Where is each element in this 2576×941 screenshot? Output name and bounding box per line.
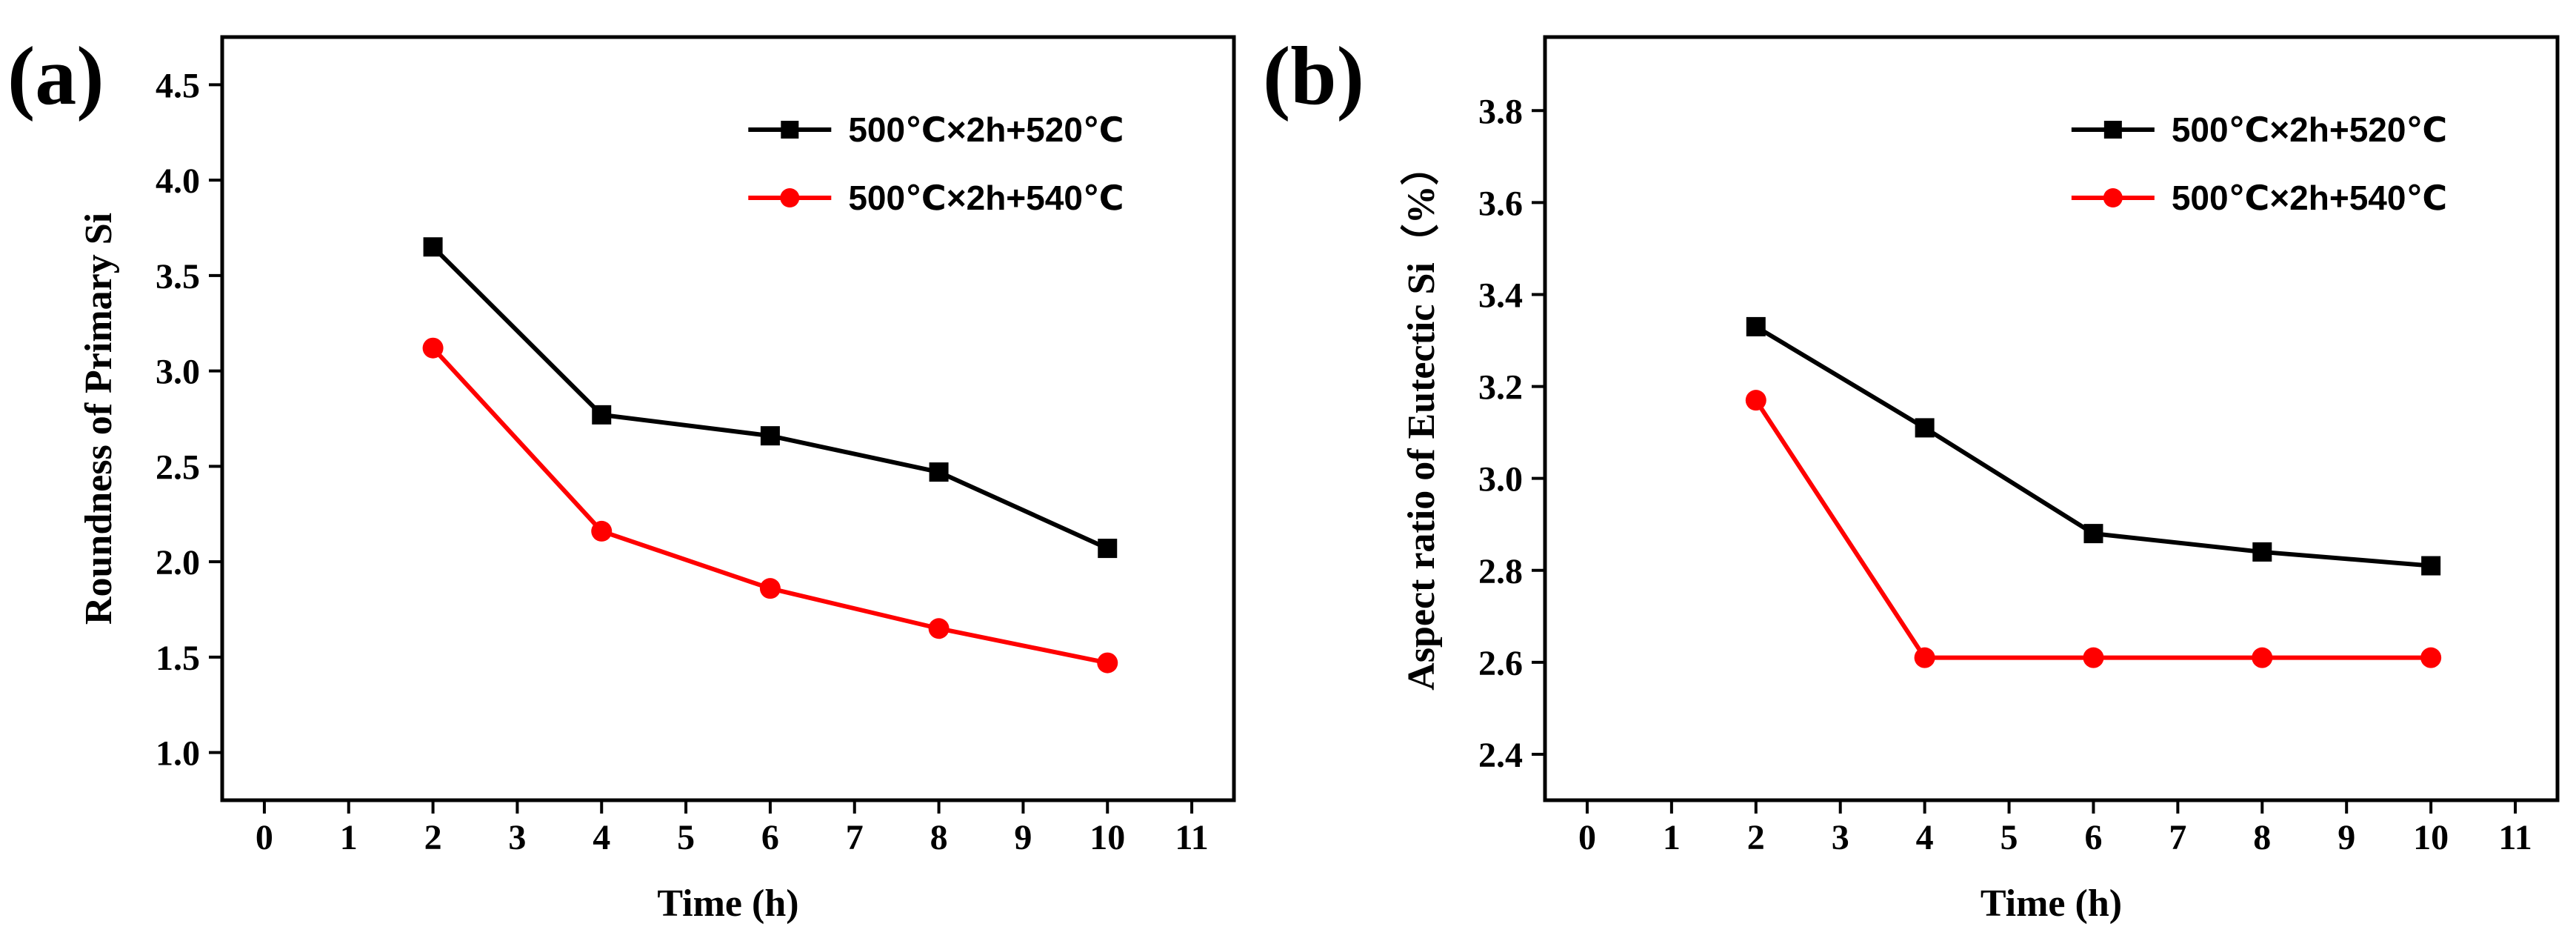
y-tick-label: 4.5 [156, 66, 200, 105]
y-tick-label: 2.8 [1478, 552, 1523, 591]
x-tick-label: 11 [1175, 818, 1208, 857]
y-tick-label: 3.2 [1478, 368, 1523, 408]
legend-label: 500℃×2h+520℃ [2172, 110, 2447, 149]
data-point-square [2083, 524, 2103, 544]
y-tick-label: 1.5 [156, 639, 200, 678]
data-point-circle [2083, 647, 2104, 668]
y-tick-label: 2.6 [1478, 644, 1523, 683]
y-tick-label: 2.4 [1478, 736, 1523, 775]
y-tick-label: 2.0 [156, 543, 200, 582]
data-point-square [592, 405, 612, 425]
data-point-circle [422, 337, 444, 359]
x-tick-label: 8 [930, 818, 948, 857]
y-tick-label: 3.4 [1478, 276, 1523, 315]
x-tick-label: 7 [2169, 818, 2186, 857]
panel-label: (a) [7, 30, 104, 122]
series-2 [1745, 390, 2442, 668]
legend-label: 500℃×2h+520℃ [848, 110, 1124, 149]
x-tick-label: 7 [846, 818, 864, 857]
x-tick-label: 11 [2498, 818, 2532, 857]
x-tick-label: 0 [1578, 818, 1596, 857]
x-tick-label: 5 [677, 818, 695, 857]
y-tick-label: 4.0 [156, 162, 200, 201]
x-tick-label: 1 [340, 818, 358, 857]
x-tick-label: 6 [761, 818, 779, 857]
legend-marker-circle [2103, 188, 2123, 207]
data-point-circle [928, 618, 950, 639]
data-point-square [423, 237, 443, 257]
x-axis-title: Time (h) [1981, 882, 2122, 925]
x-axis-title: Time (h) [657, 882, 798, 925]
x-tick-label: 10 [2413, 818, 2449, 857]
data-point-square [760, 426, 780, 446]
x-tick-label: 1 [1663, 818, 1681, 857]
data-point-circle [2420, 647, 2442, 668]
data-point-circle [1097, 652, 1118, 674]
y-tick-label: 3.0 [1478, 460, 1523, 499]
x-tick-label: 9 [1014, 818, 1032, 857]
legend-marker-circle [780, 188, 800, 207]
x-tick-label: 3 [1832, 818, 1849, 857]
x-tick-label: 4 [1916, 818, 1934, 857]
y-axis-title: Aspect ratio of Eutectic Si（%） [1400, 147, 1443, 691]
legend-label: 500℃×2h+540℃ [2172, 179, 2447, 217]
legend: 500℃×2h+520℃ 500℃×2h+540℃ [748, 110, 1124, 217]
series-2 [422, 337, 1118, 674]
x-tick-label: 6 [2084, 818, 2102, 857]
y-tick-label: 3.5 [156, 257, 200, 296]
x-tick-label: 4 [593, 818, 610, 857]
y-tick-label: 3.6 [1478, 184, 1523, 223]
data-point-square [1098, 539, 1118, 559]
data-point-circle [2252, 647, 2273, 668]
y-tick-label: 2.5 [156, 448, 200, 487]
x-tick-label: 9 [2338, 818, 2355, 857]
x-tick-label: 5 [2001, 818, 2018, 857]
data-point-circle [1745, 390, 1766, 411]
panel-label: (b) [1263, 30, 1364, 122]
x-tick-label: 8 [2253, 818, 2271, 857]
legend-label: 500℃×2h+540℃ [848, 179, 1124, 217]
legend-marker-square [781, 121, 799, 139]
x-tick-label: 10 [1090, 818, 1125, 857]
data-point-square [2252, 542, 2272, 562]
data-point-circle [591, 520, 613, 542]
y-tick-label: 1.0 [156, 734, 200, 774]
data-point-square [929, 462, 949, 482]
legend-marker-square [2103, 121, 2122, 139]
data-point-square [2421, 556, 2441, 576]
series-1 [1746, 316, 2441, 576]
plot-frame [1543, 35, 2560, 802]
plot-frame [220, 35, 1236, 802]
x-tick-label: 0 [256, 818, 273, 857]
data-point-circle [1914, 647, 1935, 668]
x-tick-label: 2 [424, 818, 442, 857]
chart-panel-b: (b) 0 1 2 3 4 5 6 7 8 9 10 11 2.4 2.6 2.8 3.0 3.2 3.4 3.6 3.… [1263, 30, 2560, 925]
y-tick-label: 3.0 [156, 353, 200, 392]
legend: 500℃×2h+520℃ 500℃×2h+540℃ [2071, 110, 2447, 217]
x-tick-label: 2 [1747, 818, 1765, 857]
y-tick-label: 3.8 [1478, 92, 1523, 131]
chart-panel-a: (a) 0 1 2 3 4 5 6 7 8 9 10 11 1.0 1.5 2.0 2.5 3.0 3.5 4.0 4.… [7, 30, 1236, 925]
data-point-circle [759, 578, 781, 599]
x-tick-label: 3 [508, 818, 526, 857]
data-point-square [1915, 418, 1935, 438]
y-axis-title: Roundness of Primary Si [78, 213, 120, 625]
data-point-square [1746, 316, 1766, 336]
series-1 [423, 237, 1118, 559]
